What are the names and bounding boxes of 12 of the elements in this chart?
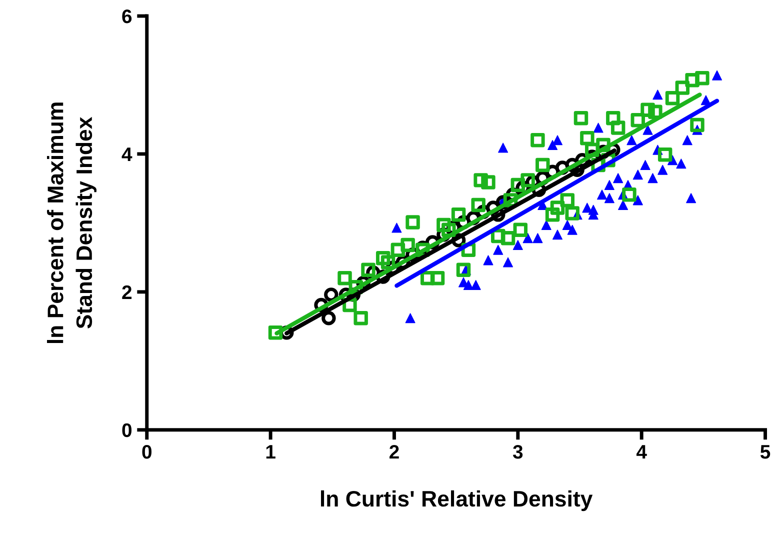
x-tick-label: 5 bbox=[760, 445, 770, 459]
x-tick-label: 0 bbox=[142, 444, 152, 459]
y-tick-label: 6 bbox=[122, 9, 132, 24]
x-tick-label: 3 bbox=[512, 444, 523, 459]
x-axis-title: ln Curtis' Relative Density bbox=[321, 490, 593, 512]
y-tick-label: 0 bbox=[122, 423, 132, 438]
x-tick-label: 2 bbox=[390, 444, 399, 459]
x-tick-label: 4 bbox=[636, 445, 647, 459]
y-tick-label: 4 bbox=[122, 148, 132, 162]
x-tick-label: 1 bbox=[266, 445, 276, 459]
y-axis-title: ln Percent of Maximum Stand Density Index bbox=[46, 102, 96, 344]
y-tick-label: 2 bbox=[122, 285, 132, 299]
